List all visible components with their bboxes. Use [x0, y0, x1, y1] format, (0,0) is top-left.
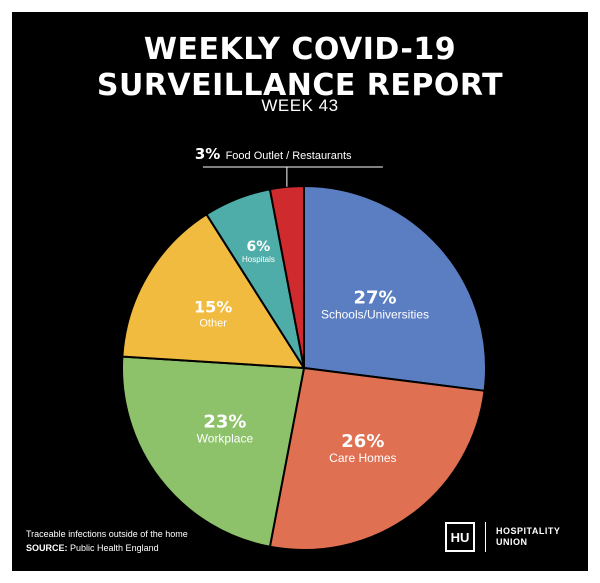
week-label: WEEK 43	[261, 96, 339, 115]
footer-note: Traceable infections outside of the home…	[26, 527, 188, 555]
slice-name-label-schools-universities: Schools/Universities	[321, 307, 429, 321]
slice-pct-label-workplace: 23%	[203, 411, 246, 432]
slice-pct-label-schools-universities: 27%	[353, 287, 396, 308]
slice-name-label-care-homes: Care Homes	[329, 451, 396, 465]
title-line-2: SURVEILLANCE REPORT	[96, 68, 504, 103]
slice-name-label-other: Other	[199, 317, 227, 329]
infographic-card: 27% Schools/Universities 26% Care Homes 23% W…	[12, 12, 588, 571]
slice-name-label-workplace: Workplace	[197, 431, 254, 445]
slice-pct-label-other: 15%	[194, 297, 232, 316]
hu-logo: HU	[445, 522, 475, 552]
callout-line-food-outlet-restaurants	[202, 166, 383, 187]
slice-pct-label-hospitals: 6%	[247, 239, 271, 255]
pie-slice-other	[121, 212, 306, 370]
slice-callout-food-outlet-restaurants: 3% Food Outlet / Restaurants	[195, 145, 352, 163]
slice-pct-label-care-homes: 26%	[341, 431, 384, 452]
pie-slice-workplace	[121, 355, 306, 548]
brand-divider	[485, 522, 486, 552]
pie-slice-food-outlet-restaurants	[268, 184, 305, 369]
brand-name: HOSPITALITY UNION	[496, 526, 561, 547]
slice-name-label-hospitals: Hospitals	[242, 255, 275, 264]
chart-title: WEEKLY COVID-19 SURVEILLANCE REPORT	[12, 32, 588, 104]
footer-note-text: Traceable infections outside of the home	[26, 529, 188, 539]
slice-pct-label-food-outlet-restaurants: 3%	[195, 145, 226, 163]
pie-chart: 27%Schools/Universities 26%Care Homes 23%W…	[121, 145, 487, 551]
brand-block: HU HOSPITALITY UNION	[445, 522, 560, 552]
source-value: Public Health England	[70, 543, 159, 553]
slice-name-label-food-outlet-restaurants: Food Outlet / Restaurants	[226, 150, 352, 162]
source-label: SOURCE:	[26, 543, 68, 553]
pie-slice-schools-universities	[303, 184, 487, 392]
footer-source: SOURCE: Public Health England	[26, 541, 188, 555]
title-line-1: WEEKLY COVID-19	[143, 32, 457, 67]
pie-slice-care-homes	[268, 366, 486, 551]
